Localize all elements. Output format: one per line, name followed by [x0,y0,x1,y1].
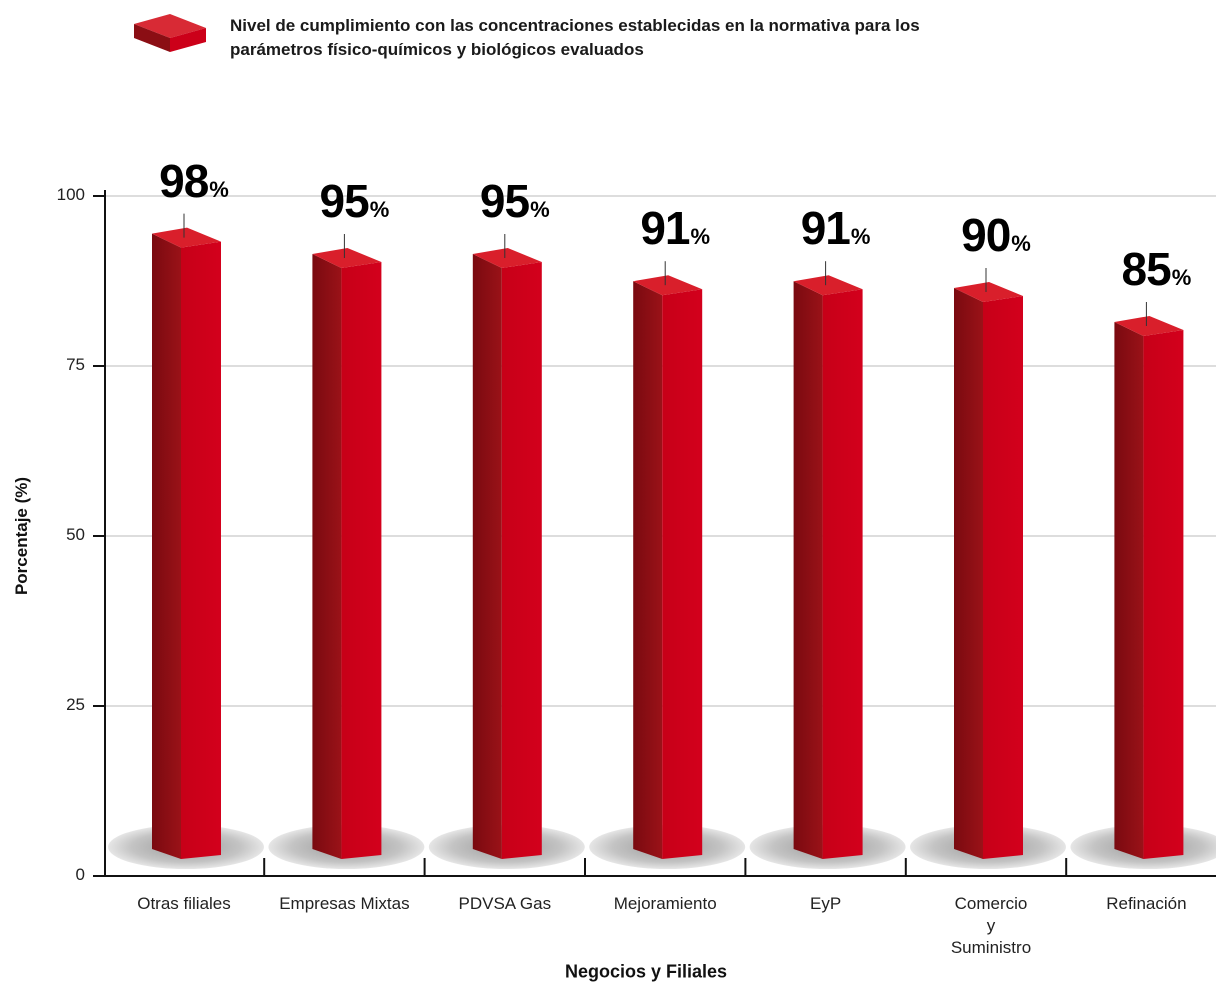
bar-value-label: 91% [640,201,710,255]
bar-front [341,262,382,859]
bar-value-suffix: % [690,224,711,250]
x-tick-label-line: Comercio [954,894,1028,913]
legend-swatch [134,14,206,52]
bar-value-number: 95 [319,175,370,227]
x-axis-label: Negocios y Filiales [564,961,728,982]
y-tick-label: 0 [75,865,85,884]
x-tick-label: Otras filiales [109,893,259,915]
bar-value-suffix: % [530,197,550,222]
legend-entry-label: Nivel de cumplimiento con las concentrac… [230,16,920,59]
bar-side [472,254,502,859]
bar-value-number: 95 [479,175,530,227]
bar-side [312,254,342,859]
bar-front [822,289,863,859]
bar-value-number: 85 [1121,243,1172,295]
bar-value-number: 98 [159,154,209,207]
bar-side [793,281,823,859]
bar-value-suffix: % [209,176,229,202]
bar-value-suffix: % [1171,265,1192,290]
x-tick-label: Empresas Mixtas [269,893,419,915]
bar-value-number: 91 [800,202,851,255]
y-tick-label: 25 [66,695,85,714]
bar-value-label: 95% [480,174,550,228]
y-tick-label: 100 [56,185,85,204]
x-tick-label-line: PDVSA Gas [458,894,552,913]
bar-front [501,262,542,859]
bar-value-number: 91 [640,202,690,255]
bar-top [152,227,221,248]
y-tick-label: 50 [66,525,85,544]
x-tick-label: Refinación [1071,893,1216,915]
bar-front [1143,330,1184,859]
bar-value-suffix: % [369,197,390,222]
x-tick-label: Comercio y Suministro [916,893,1066,959]
bar [793,261,863,859]
bar-value-label: 85% [1122,242,1192,296]
bar-top [633,275,703,296]
bar-top [954,282,1023,302]
x-tick-label: PDVSA Gas [430,893,580,915]
x-tick-label-line: Suministro [950,938,1032,957]
bar-side [954,288,983,859]
x-tick-label-line: y [986,916,996,935]
bar-value-suffix: % [850,224,871,250]
bar-value-label: 90% [961,208,1031,262]
bar-top [1114,316,1184,336]
x-tick-label-line: Mejoramiento [613,894,717,913]
bar [1114,302,1184,859]
bar-side [1114,322,1144,859]
bar-value-label: 98% [159,154,229,208]
bar [152,213,221,860]
bar-value-suffix: % [1011,231,1031,256]
y-tick-label: 75 [66,355,85,374]
x-tick-label-line: Empresas Mixtas [279,894,410,913]
x-tick-label-line: Refinación [1106,894,1187,913]
bar-top [312,248,382,268]
bar-front [983,296,1023,859]
bar-value-number: 90 [961,209,1011,261]
x-tick-label: Mejoramiento [590,893,740,915]
bar-front [181,241,221,860]
bar-top [472,248,542,268]
bar [633,261,703,859]
bar-side [152,233,181,860]
x-tick-label-line: Otras filiales [137,894,231,913]
bar-value-label: 95% [320,174,390,228]
bar-side [633,281,663,859]
bar [312,234,382,859]
bar [954,268,1023,859]
bar [472,234,542,859]
bar-front [662,289,703,859]
bar-value-label: 91% [801,201,871,255]
bar-top [793,275,863,296]
x-tick-label: EyP [751,893,901,915]
x-tick-label-line: EyP [810,894,842,913]
